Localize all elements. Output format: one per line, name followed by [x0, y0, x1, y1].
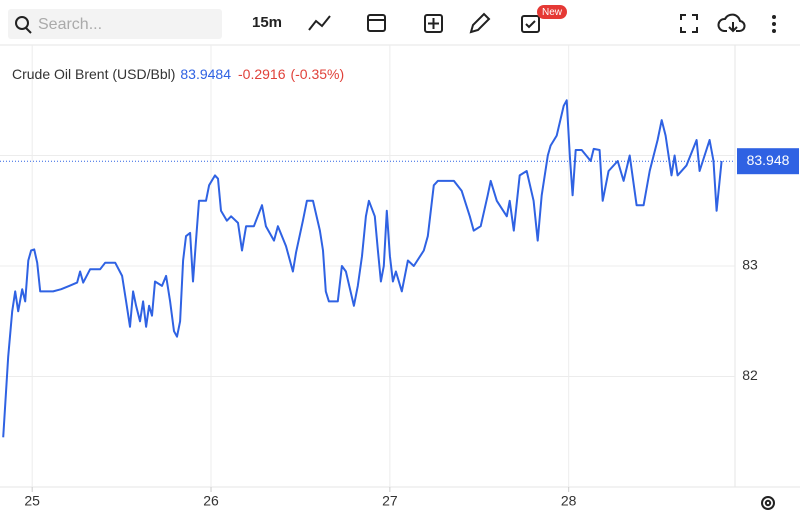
- last-price: 83.9484: [180, 66, 231, 82]
- calendar-button[interactable]: [367, 14, 386, 32]
- change-percent: (-0.35%): [290, 66, 344, 82]
- last-price-box: [737, 148, 799, 175]
- draw-button[interactable]: [469, 12, 491, 34]
- change: -0.2916: [238, 66, 286, 82]
- x-tick-label: 27: [382, 493, 398, 509]
- last-price-label: 83.948: [747, 152, 790, 168]
- search-icon: [25, 27, 32, 34]
- plot: 2526272882838483.948: [0, 45, 799, 509]
- new-badge: [537, 5, 567, 19]
- price-line: [2, 99, 723, 438]
- fullscreen-button[interactable]: [680, 14, 698, 33]
- chart-type-button[interactable]: [308, 15, 331, 31]
- interval-button[interactable]: 15m: [252, 14, 282, 31]
- download-button[interactable]: [717, 13, 746, 33]
- x-tick-label: 26: [203, 493, 219, 509]
- x-tick-label: 28: [561, 493, 577, 509]
- add-icon: [428, 18, 439, 29]
- chart-header: Crude Oil Brent (USD/Bbl) 83.9484 -0.2916(…: [12, 66, 344, 82]
- instrument-title: Crude Oil Brent (USD/Bbl): [12, 66, 175, 82]
- more-button[interactable]: [772, 15, 776, 33]
- y-tick-label: 82: [742, 367, 758, 383]
- events-icon: [525, 20, 536, 29]
- settings-button[interactable]: [761, 496, 775, 510]
- y-tick-label: 83: [742, 257, 758, 273]
- search-icon: [15, 16, 29, 30]
- x-tick-label: 25: [24, 493, 40, 509]
- events-button[interactable]: [521, 15, 540, 33]
- search-box[interactable]: [8, 9, 222, 39]
- add-button[interactable]: [424, 14, 443, 33]
- search-placeholder[interactable]: Search...: [38, 16, 102, 33]
- new-badge-text: New: [542, 7, 563, 18]
